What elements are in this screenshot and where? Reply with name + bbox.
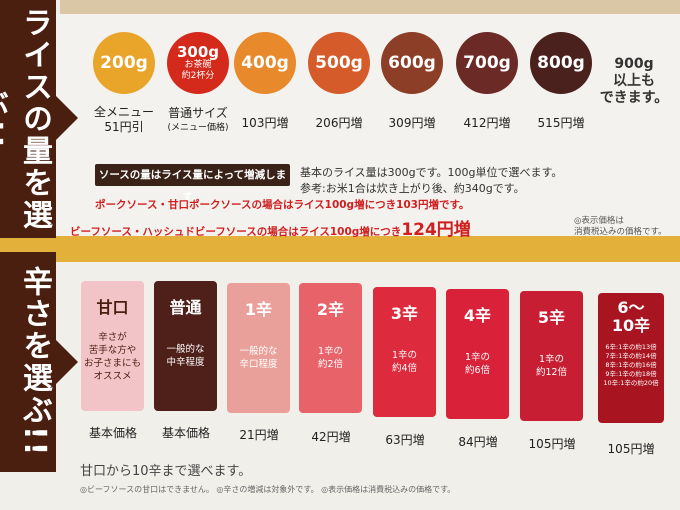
base-rice-note: 基本のライス量は300gです。100g単位で選べます。 — [300, 166, 563, 179]
rice-extra-note: 900g 以上も できます。 — [599, 56, 669, 106]
spice-option-futsu[interactable]: 普通 一般的な 中辛程度 — [154, 281, 217, 411]
footer-text: 甘口から10辛まで選べます。 — [80, 464, 252, 479]
rice-option-label: 400g — [241, 53, 289, 73]
rice-option-label: 200g — [100, 53, 148, 73]
spice-option-title: 3辛 — [390, 304, 419, 323]
rice-option-800g[interactable]: 800g — [530, 32, 592, 94]
spice-option-title: 普通 — [169, 298, 202, 317]
rice-caption: 全メニュー 51円引 — [93, 105, 154, 134]
spice-caption: 基本価格 — [88, 426, 137, 440]
spice-option-desc: 一般的な 中辛程度 — [166, 344, 205, 368]
rice-caption-sub: (メニュー価格) — [167, 123, 229, 133]
spice-option-desc: 辛さが 苦手な方や お子さまにも オススメ — [83, 332, 141, 382]
spice-option-title: 1辛 — [244, 300, 273, 319]
rice-option-700g[interactable]: 700g — [456, 32, 518, 94]
rice-option-label: 700g — [463, 53, 511, 73]
spice-banner: 辛さを選ぶ!! — [0, 252, 56, 472]
spice-option-desc: 1辛の 約6倍 — [464, 352, 491, 376]
spice-option-desc: 6辛:1辛の約13倍 7辛:1辛の約14倍 8辛:1辛の約16倍 9辛:1辛の約… — [603, 343, 659, 387]
spice-caption: 84円増 — [458, 435, 498, 449]
spice-option-desc: 一般的な 辛口程度 — [239, 346, 278, 370]
beef-note-amount: 124円増 — [401, 220, 471, 240]
spice-option-desc: 1辛の 約4倍 — [391, 350, 418, 374]
rice-option-300g[interactable]: 300g お茶碗 約2杯分 — [167, 32, 229, 94]
spice-option-title: 甘口 — [96, 298, 129, 317]
tax-note: ◎表示価格は 消費税込みの価格です。 — [574, 216, 667, 237]
rice-option-sub: お茶碗 約2杯分 — [181, 60, 215, 81]
spice-option-4kara[interactable]: 4辛 1辛の 約6倍 — [446, 289, 509, 419]
spice-option-title: 6〜 10辛 — [611, 298, 651, 335]
spice-banner-tip — [56, 340, 78, 384]
rice-caption: 103円増 — [241, 116, 289, 130]
spice-option-title: 2辛 — [316, 300, 345, 319]
rice-option-500g[interactable]: 500g — [308, 32, 370, 94]
spice-option-title: 4辛 — [463, 306, 492, 325]
pork-note: ポークソース・甘口ポークソースの場合はライス100g増につき103円増です。 — [95, 199, 470, 211]
rice-option-600g[interactable]: 600g — [381, 32, 443, 94]
rice-banner: ライスの量を選ぶ!! — [0, 0, 56, 238]
rice-option-200g[interactable]: 200g — [93, 32, 155, 94]
rice-banner-tip — [56, 96, 78, 140]
spice-option-5kara[interactable]: 5辛 1辛の 約12倍 — [520, 291, 583, 421]
rice-option-label: 600g — [388, 53, 436, 73]
spice-caption: 105円増 — [607, 442, 655, 456]
spice-option-1kara[interactable]: 1辛 一般的な 辛口程度 — [227, 283, 290, 413]
spice-option-amakuchi[interactable]: 甘口 辛さが 苦手な方や お子さまにも オススメ — [81, 281, 144, 411]
spice-option-title: 5辛 — [537, 308, 566, 327]
rice-caption: 515円増 — [537, 116, 585, 130]
spice-caption: 21円増 — [239, 428, 279, 442]
spice-option-desc: 1辛の 約12倍 — [535, 354, 568, 378]
beef-note-text: ビーフソース・ハッシュドビーフソースの場合はライス100g増につき — [70, 226, 402, 238]
spice-caption: 105円増 — [528, 437, 576, 451]
rice-caption: 309円増 — [388, 116, 436, 130]
rice-caption: 206円増 — [315, 116, 363, 130]
rice-caption-main: 普通サイズ — [168, 106, 228, 120]
rice-option-400g[interactable]: 400g — [234, 32, 296, 94]
rice-option-label: 500g — [315, 53, 363, 73]
rice-caption: 412円増 — [463, 116, 511, 130]
section-divider — [0, 236, 680, 262]
top-strip — [60, 0, 680, 14]
footnote: ◎ビーフソースの甘口はできません。 ◎辛さの増減は対象外です。 ◎表示価格は消費… — [80, 485, 456, 494]
rice-option-label: 800g — [537, 53, 585, 73]
beef-note: ビーフソース・ハッシュドビーフソースの場合はライス100g増につき124円増 — [70, 215, 471, 240]
sauce-note-pill: ソースの量はライス量によって増減します。 — [95, 164, 290, 203]
spice-caption: 基本価格 — [161, 426, 210, 440]
spice-caption: 42円増 — [311, 430, 351, 444]
rice-option-label: 300g — [176, 43, 220, 61]
spice-caption: 63円増 — [385, 433, 425, 447]
spice-option-6-10kara[interactable]: 6〜 10辛 6辛:1辛の約13倍 7辛:1辛の約14倍 8辛:1辛の約16倍 … — [598, 293, 664, 423]
rice-caption: 普通サイズ (メニュー価格) — [153, 106, 243, 136]
spice-option-2kara[interactable]: 2辛 1辛の 約2倍 — [299, 283, 362, 413]
spice-option-3kara[interactable]: 3辛 1辛の 約4倍 — [373, 287, 436, 417]
spice-option-desc: 1辛の 約2倍 — [317, 346, 344, 370]
reference-note: 参考:お米1合は炊き上がり後、約340gです。 — [300, 182, 525, 195]
